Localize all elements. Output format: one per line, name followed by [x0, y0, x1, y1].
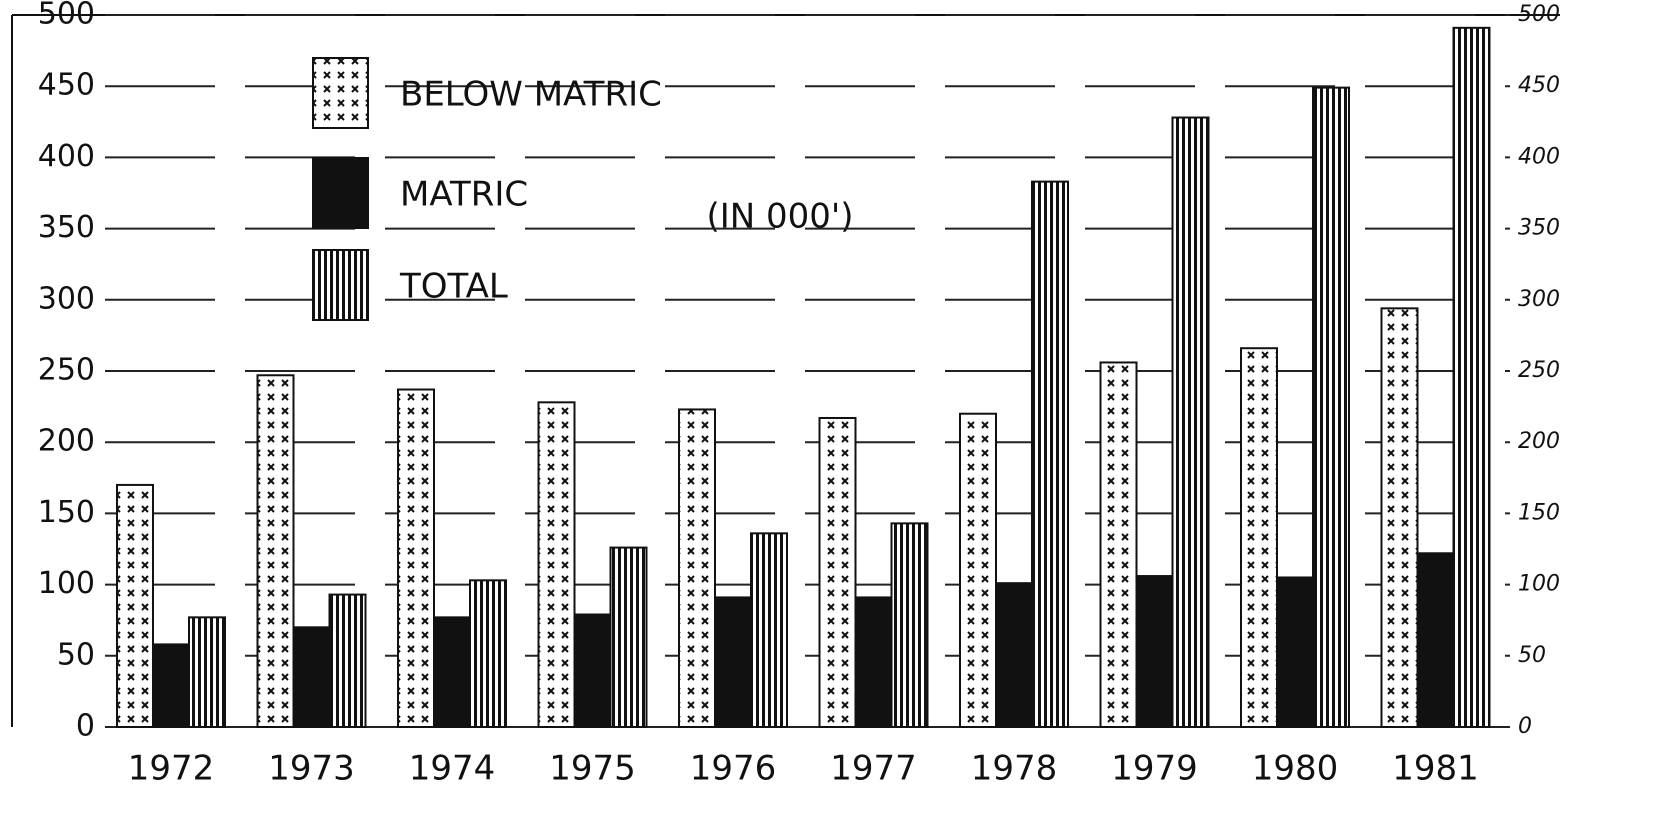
y-tick-label: 150 — [38, 495, 95, 530]
bar — [1416, 552, 1455, 728]
x-tick-label: 1978 — [971, 749, 1058, 789]
bar — [1380, 307, 1419, 728]
annotation: (IN 000') — [706, 197, 853, 237]
bar — [1135, 575, 1174, 729]
y2-tick-label: 100 — [1518, 572, 1560, 597]
bar — [537, 401, 576, 728]
y-tick-label: 500 — [38, 0, 95, 32]
x-tick-label: 1980 — [1252, 749, 1339, 789]
legend-label: TOTAL — [399, 267, 508, 307]
bar — [573, 613, 612, 729]
y2-tick-label: 150 — [1518, 500, 1560, 525]
x-tick-label: 1977 — [830, 749, 917, 789]
bar — [1240, 347, 1278, 728]
y2-tick-label: 400 — [1518, 144, 1560, 169]
bar — [1312, 86, 1350, 728]
bar — [854, 596, 893, 729]
y-tick-label: 350 — [38, 210, 95, 245]
x-tick-label: 1972 — [128, 749, 215, 789]
bar — [750, 532, 788, 728]
y-tick-label: 250 — [38, 353, 95, 388]
bar — [469, 579, 507, 728]
bar — [328, 593, 367, 728]
legend-swatch — [312, 157, 369, 229]
bar — [995, 582, 1033, 729]
bar — [818, 416, 857, 728]
y2-tick-label: 0 — [1518, 714, 1532, 739]
bar — [116, 483, 154, 729]
x-tick-label: 1975 — [549, 749, 636, 789]
bar — [292, 626, 331, 729]
y-tick-label: 200 — [38, 424, 95, 459]
x-tick-label: 1973 — [268, 749, 355, 789]
y-tick-label: 100 — [38, 566, 95, 601]
bar — [188, 616, 226, 728]
y-tick-label: 300 — [38, 281, 95, 316]
bar — [1171, 116, 1210, 728]
bar — [256, 374, 295, 728]
legend-label: BELOW MATRIC — [400, 75, 662, 115]
y-tick-label: 50 — [57, 637, 95, 672]
bar — [397, 388, 435, 728]
x-tick-label: 1981 — [1392, 749, 1479, 789]
y-tick-label: 450 — [38, 68, 95, 103]
y2-tick-label: 500 — [1518, 2, 1560, 27]
bar — [152, 643, 190, 729]
bar — [1276, 576, 1314, 728]
y2-tick-label: 450 — [1518, 73, 1560, 98]
y2-tick-label: 300 — [1518, 287, 1560, 312]
bar — [1099, 361, 1138, 728]
legend-label: MATRIC — [400, 175, 528, 215]
y-tick-label: 0 — [76, 709, 95, 744]
bar — [678, 408, 716, 728]
y2-tick-label: 50 — [1518, 643, 1546, 668]
x-tick-label: 1976 — [690, 749, 777, 789]
x-tick-label: 1979 — [1111, 749, 1198, 789]
bar — [890, 522, 929, 728]
bar — [959, 412, 997, 728]
bar — [1031, 180, 1069, 729]
bar — [714, 596, 752, 729]
bar — [1452, 26, 1491, 729]
y2-tick-label: 200 — [1518, 429, 1560, 454]
x-tick-label: 1974 — [409, 749, 496, 789]
y-tick-label: 400 — [38, 139, 95, 174]
y2-tick-label: 350 — [1518, 216, 1560, 241]
legend-swatch — [312, 57, 369, 129]
bar — [609, 546, 648, 728]
bar — [433, 616, 471, 728]
y2-tick-label: 250 — [1518, 358, 1560, 383]
legend-swatch — [312, 249, 369, 321]
